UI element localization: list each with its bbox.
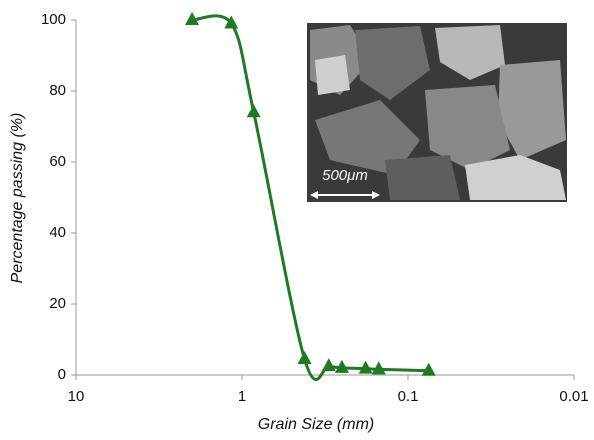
y-tick-label: 20 [49,295,66,312]
data-point [224,15,239,29]
scale-label: 500μm [322,167,368,184]
y-tick-label: 80 [49,82,66,99]
data-point [246,104,261,118]
inset-image: 500μm [307,23,567,202]
y-tick-label: 0 [58,366,66,383]
data-point [185,12,200,25]
data-point [358,360,373,374]
data-point [297,351,312,365]
x-tick-label: 0.1 [398,388,419,405]
x-tick-label: 10 [68,388,85,405]
series-line [191,14,429,381]
y-axis-title: Percentage passing (%) [9,113,26,284]
x-tick-label: 0.01 [559,388,588,405]
data-point [421,362,436,376]
x-tick-label: 1 [238,388,246,405]
y-tick-label: 40 [49,224,66,241]
y-tick-label: 60 [49,153,66,170]
x-axis-title: Grain Size (mm) [258,416,374,433]
data-point [334,359,349,373]
data-point [321,358,336,372]
data-point [371,361,386,375]
y-tick-label: 100 [41,11,66,28]
